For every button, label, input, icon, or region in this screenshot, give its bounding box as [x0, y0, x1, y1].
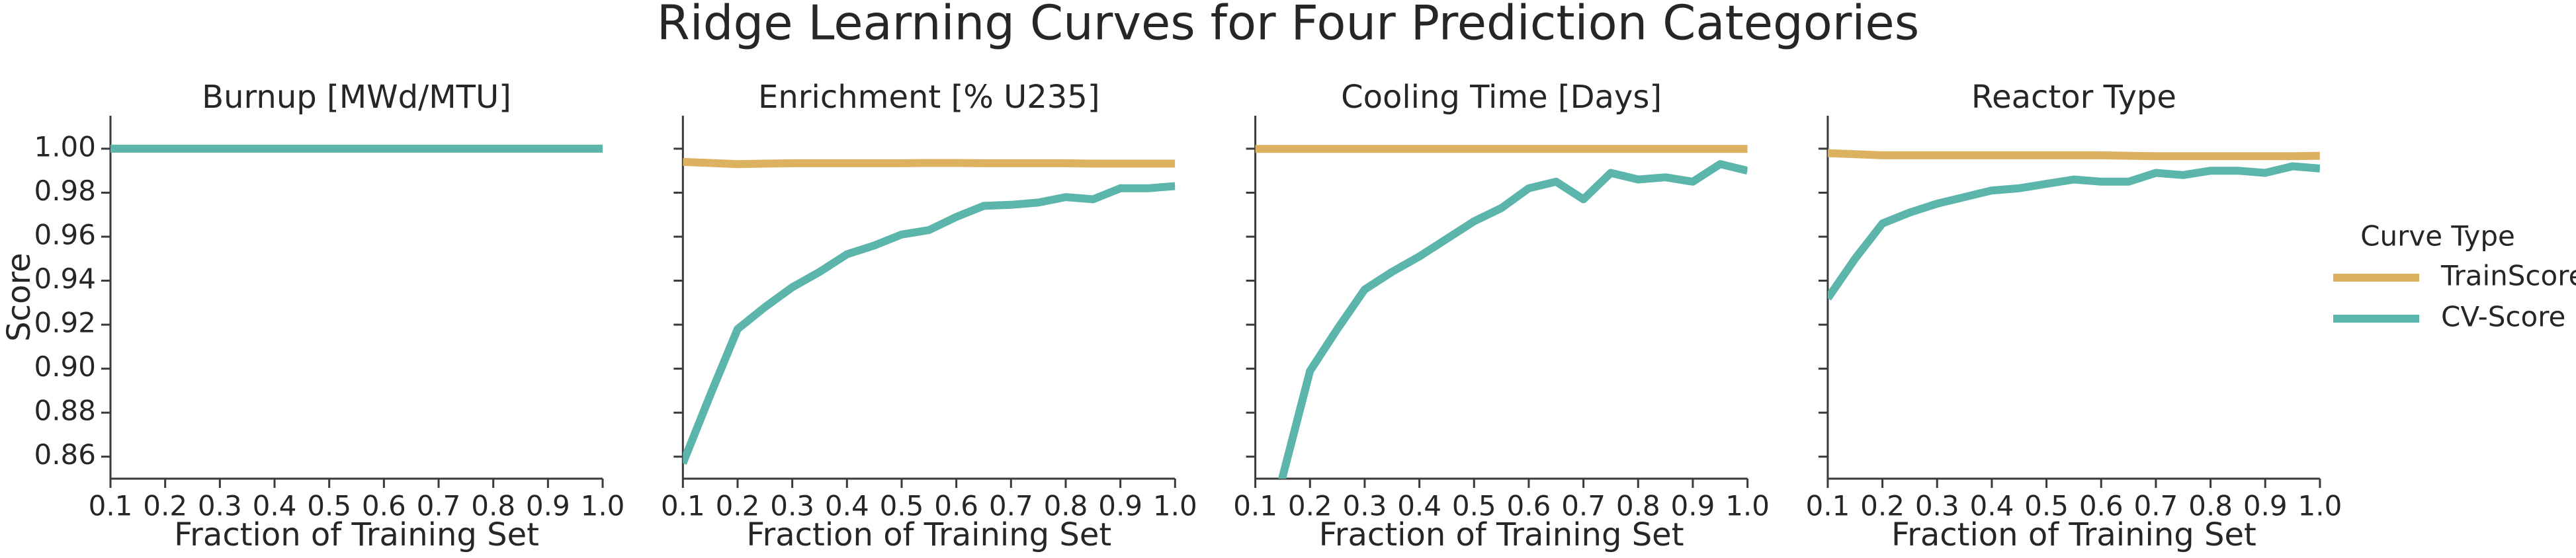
x-tick-label: 0.6 — [1507, 490, 1551, 522]
series-line — [1827, 162, 2320, 301]
x-tick-label: 1.0 — [2298, 490, 2342, 522]
x-tick-label: 0.7 — [989, 490, 1033, 522]
x-tick-label: 0.3 — [770, 490, 814, 522]
x-tick-label: 1.0 — [581, 490, 625, 522]
series-line — [1827, 149, 2320, 161]
y-tick-label: 0.90 — [34, 350, 96, 383]
subplot: Reactor Type 0.1 0.2 0.3 0.4 0.5 0.6 0.7 0.8 0.9 1… — [1806, 79, 2342, 553]
x-tick-label: 0.4 — [825, 490, 869, 522]
x-tick-label: 0.7 — [1561, 490, 1606, 522]
subplot-title: Reactor Type — [1971, 79, 2176, 116]
x-tick-label: 0.5 — [1452, 490, 1496, 522]
y-tick-label: 0.94 — [34, 262, 96, 295]
x-tick-label: 0.2 — [1860, 490, 1905, 522]
x-tick-label: 0.8 — [471, 490, 515, 522]
x-tick-label: 0.5 — [2024, 490, 2069, 522]
x-tick-label: 0.2 — [716, 490, 760, 522]
x-tick-label: 0.9 — [2243, 490, 2288, 522]
x-axis-label: Fraction of Training Set — [1319, 516, 1684, 553]
x-tick-label: 0.6 — [362, 490, 406, 522]
legend-label: CV-Score — [2441, 301, 2565, 333]
x-tick-label: 0.6 — [2079, 490, 2124, 522]
subplot: Enrichment [% U235] 0.1 0.2 0.3 0.4 0.5 0.6 0.7… — [661, 79, 1197, 553]
x-axis-label: Fraction of Training Set — [174, 516, 539, 553]
x-tick-label: 0.2 — [1288, 490, 1332, 522]
x-tick-label: 0.2 — [143, 490, 187, 522]
x-tick-label: 0.9 — [526, 490, 570, 522]
x-tick-label: 0.8 — [1044, 490, 1088, 522]
subplot-title: Burnup [MWd/MTU] — [202, 79, 511, 116]
subplot: Burnup [MWd/MTU] 0.86 0.88 0.90 0.92 0.94 0.96… — [1, 79, 624, 553]
subplot-title: Enrichment [% U235] — [758, 79, 1100, 116]
x-tick-label: 0.3 — [198, 490, 242, 522]
series-line — [683, 157, 1176, 169]
x-tick-label: 0.8 — [2188, 490, 2233, 522]
x-tick-label: 0.4 — [1970, 490, 2014, 522]
series-line — [1278, 160, 1748, 479]
y-tick-label: 0.86 — [34, 438, 96, 471]
x-tick-label: 0.4 — [1397, 490, 1441, 522]
legend-label: TrainScore — [2440, 260, 2576, 292]
x-axis-label: Fraction of Training Set — [1891, 516, 2256, 553]
x-tick-label: 0.7 — [417, 490, 461, 522]
subplot-title: Cooling Time [Days] — [1341, 79, 1662, 116]
x-tick-label: 0.1 — [1233, 490, 1277, 522]
legend-title: Curve Type — [2360, 220, 2515, 253]
x-tick-label: 0.8 — [1616, 490, 1660, 522]
x-tick-label: 1.0 — [1725, 490, 1770, 522]
x-tick-label: 0.3 — [1915, 490, 1959, 522]
x-axis-label: Fraction of Training Set — [746, 516, 1111, 553]
x-tick-label: 0.7 — [2134, 490, 2178, 522]
x-tick-label: 0.6 — [934, 490, 978, 522]
y-tick-label: 1.00 — [34, 130, 96, 163]
x-tick-label: 0.3 — [1343, 490, 1387, 522]
x-tick-label: 0.1 — [89, 490, 133, 522]
x-tick-label: 0.5 — [880, 490, 924, 522]
x-tick-label: 0.4 — [253, 490, 297, 522]
figure-title: Ridge Learning Curves for Four Predictio… — [657, 0, 1919, 51]
y-axis-label: Score — [1, 253, 38, 341]
x-tick-label: 0.1 — [661, 490, 705, 522]
y-tick-label: 0.92 — [34, 307, 96, 339]
y-tick-label: 0.96 — [34, 219, 96, 251]
series-line — [683, 182, 1176, 465]
y-tick-label: 0.88 — [34, 395, 96, 427]
x-tick-label: 0.9 — [1671, 490, 1715, 522]
x-tick-label: 0.5 — [307, 490, 351, 522]
subplot: Cooling Time [Days] 0.1 0.2 0.3 0.4 0.5 0.6 0.7… — [1233, 79, 1770, 553]
x-tick-label: 0.9 — [1098, 490, 1142, 522]
y-tick-label: 0.98 — [34, 175, 96, 207]
x-tick-label: 1.0 — [1153, 490, 1197, 522]
x-tick-label: 0.1 — [1806, 490, 1850, 522]
